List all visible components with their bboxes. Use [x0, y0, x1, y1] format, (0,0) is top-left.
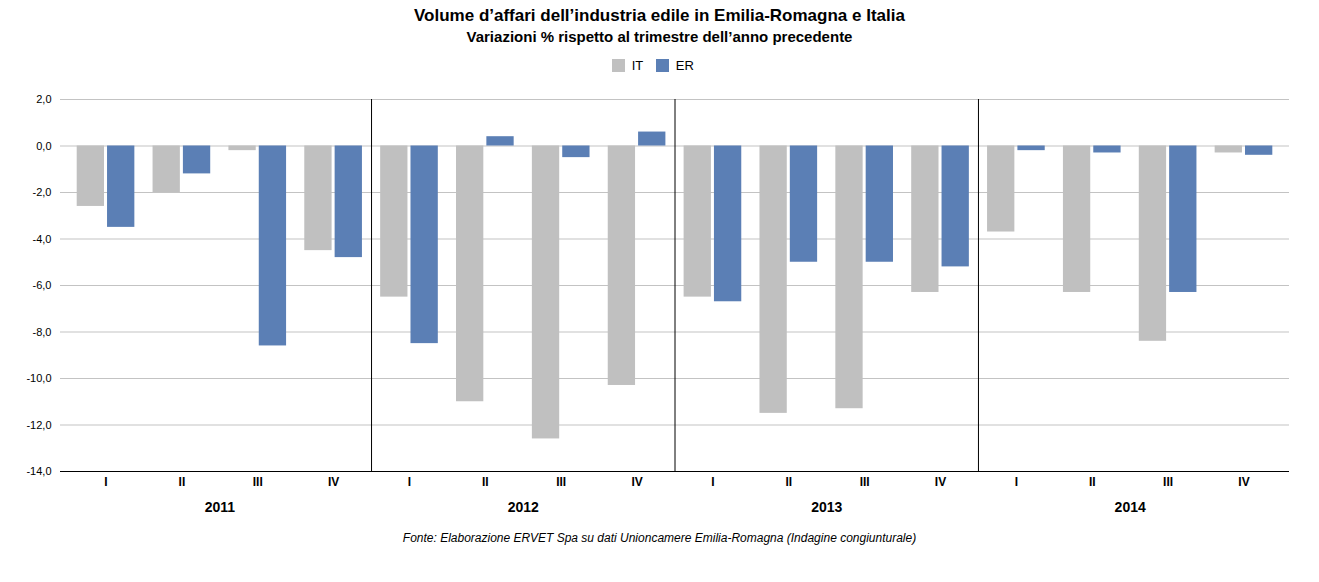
svg-text:III: III [253, 475, 263, 489]
svg-text:-2,0: -2,0 [33, 186, 52, 198]
svg-text:-4,0: -4,0 [33, 232, 52, 244]
svg-text:IV: IV [935, 475, 946, 489]
svg-text:III: III [1163, 475, 1173, 489]
svg-text:II: II [785, 475, 792, 489]
svg-text:-6,0: -6,0 [33, 279, 52, 291]
html-text:Fonte: Elaborazione ERVET Spa: Fonte: Elaborazione ERVET Spa su dati Un… [402, 530, 917, 545]
svg-text:I: I [408, 475, 411, 489]
svg-text:II: II [1089, 475, 1096, 489]
svg-text:2,0: 2,0 [36, 93, 51, 105]
svg-text:IV: IV [631, 475, 642, 489]
svg-text:2011: 2011 [205, 498, 236, 514]
svg-text:IV: IV [328, 475, 339, 489]
svg-text:0,0: 0,0 [36, 139, 51, 151]
svg-text:III: III [556, 475, 566, 489]
svg-text:I: I [711, 475, 714, 489]
svg-text:2014: 2014 [1115, 498, 1146, 514]
svg-text:2013: 2013 [811, 498, 842, 514]
svg-text:-8,0: -8,0 [33, 325, 52, 337]
svg-text:II: II [482, 475, 489, 489]
svg-text:III: III [860, 475, 870, 489]
svg-text:2012: 2012 [508, 498, 539, 514]
svg-text:IV: IV [1238, 475, 1249, 489]
html-text:Variazioni % rispetto al trime: Variazioni % rispetto al trimestre dell’… [466, 28, 853, 45]
html-text:ER: ER [675, 58, 694, 73]
svg-text:II: II [179, 475, 186, 489]
svg-text:I: I [1015, 475, 1018, 489]
svg-text:-12,0: -12,0 [26, 418, 51, 430]
html-text:IT: IT [631, 58, 644, 73]
svg-text:-14,0: -14,0 [26, 465, 51, 477]
svg-text:-10,0: -10,0 [26, 372, 51, 384]
html-text:Volume d’affari dell’industria: Volume d’affari dell’industria edile in … [414, 6, 905, 25]
svg-text:I: I [104, 475, 107, 489]
